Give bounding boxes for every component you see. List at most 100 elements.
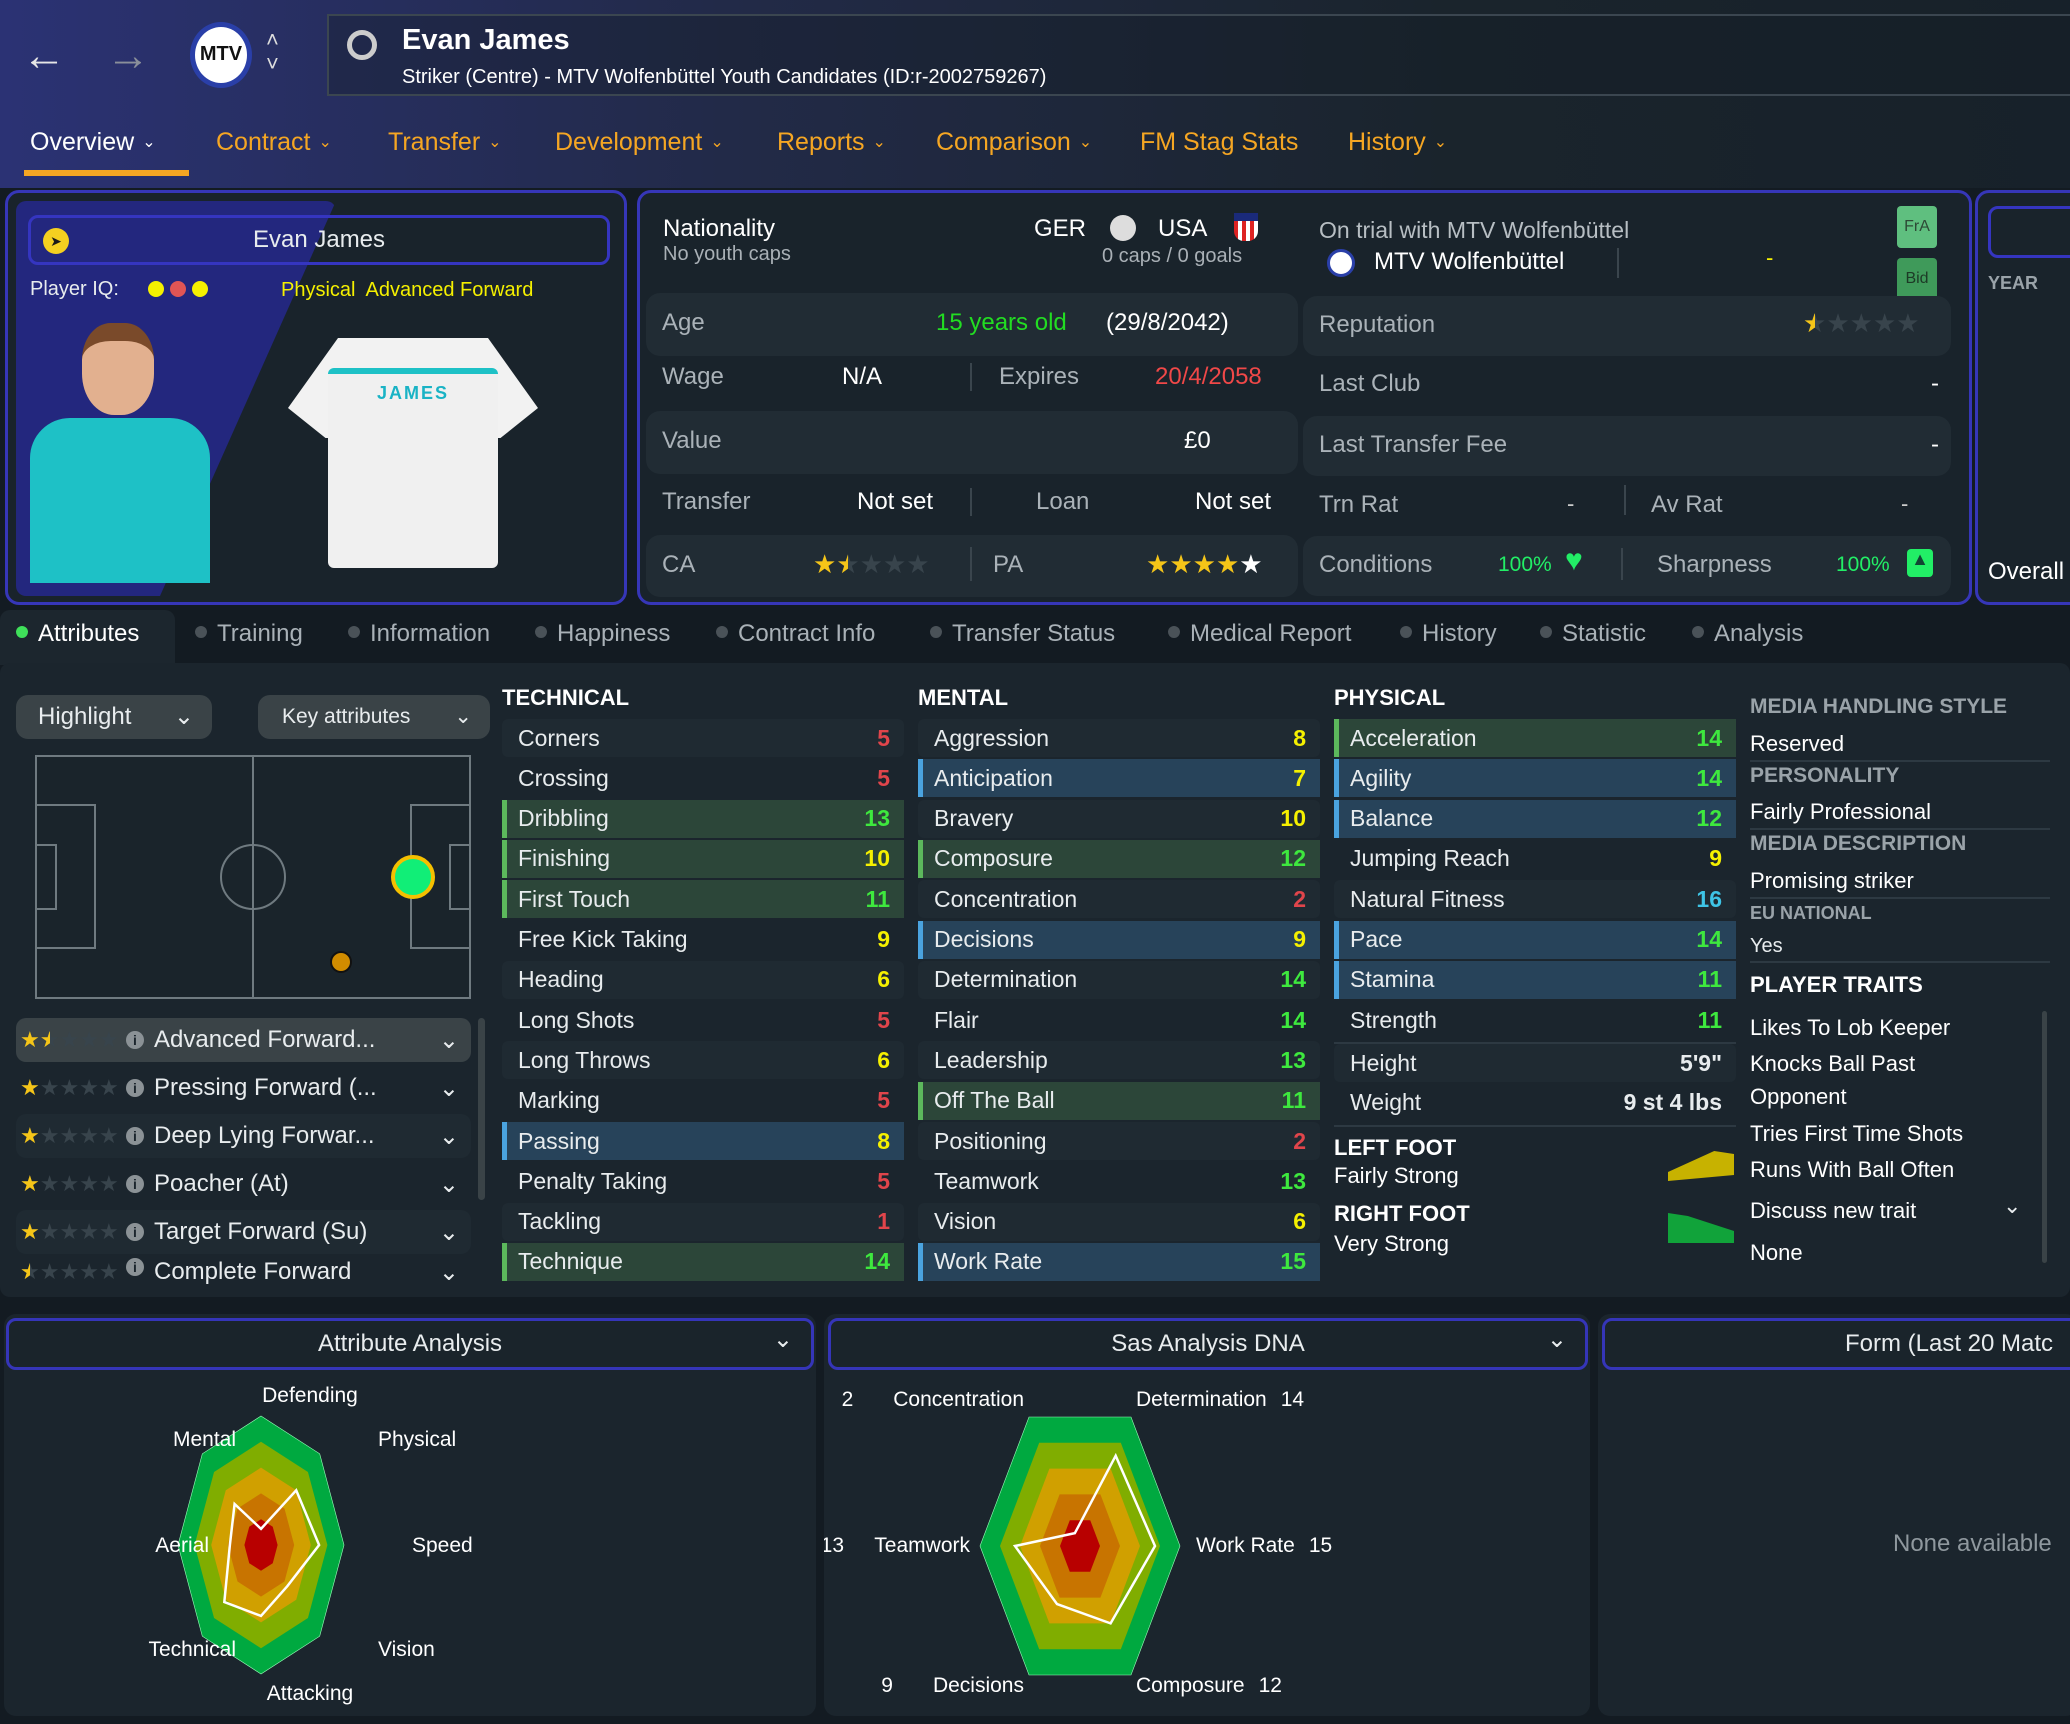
chevron-down-icon[interactable]: ⌄ — [438, 1122, 459, 1150]
subtab-medical-report[interactable]: Medical Report — [1168, 620, 1351, 648]
attribute-row-marking[interactable]: Marking 5 — [502, 1082, 904, 1120]
info-icon[interactable]: i — [126, 1031, 144, 1049]
subtab-transfer-status[interactable]: Transfer Status — [930, 620, 1115, 648]
attribute-value: 15 — [1280, 1248, 1306, 1275]
chevron-down-icon[interactable]: ⌄ — [438, 1170, 459, 1198]
role-item[interactable]: ★★★★★★★★★★ i Pressing Forward (... ⌄ — [16, 1066, 471, 1110]
attribute-row-dribbling[interactable]: Dribbling 13 — [502, 799, 904, 838]
fra-button[interactable]: FrA — [1897, 206, 1937, 248]
attribute-row-long-shots[interactable]: Long Shots 5 — [502, 1001, 904, 1039]
attribute-row-leadership[interactable]: Leadership 13 — [918, 1041, 1320, 1080]
subtab-analysis[interactable]: Analysis — [1692, 620, 1803, 648]
attribute-row-jumping-reach[interactable]: Jumping Reach 9 — [1334, 840, 1736, 878]
attribute-row-strength[interactable]: Strength 11 — [1334, 1001, 1736, 1039]
attribute-row-anticipation[interactable]: Anticipation 7 — [918, 759, 1320, 798]
attribute-row-aggression[interactable]: Aggression 8 — [918, 719, 1320, 757]
attribute-row-free-kick-taking[interactable]: Free Kick Taking 9 — [502, 921, 904, 959]
side-dropdown[interactable] — [1988, 206, 2070, 258]
traits-scrollbar[interactable] — [2042, 1011, 2047, 1263]
attribute-row-off-the-ball[interactable]: Off The Ball 11 — [918, 1081, 1320, 1120]
attribute-name: Finishing — [518, 845, 611, 872]
attribute-row-concentration[interactable]: Concentration 2 — [918, 880, 1320, 919]
discuss-trait-dropdown[interactable]: Discuss new trait — [1750, 1198, 1917, 1223]
attribute-row-positioning[interactable]: Positioning 2 — [918, 1122, 1320, 1160]
tab-fm-stag-stats[interactable]: FM Stag Stats — [1140, 128, 1298, 157]
info-icon[interactable]: i — [126, 1127, 144, 1145]
attribute-row-corners[interactable]: Corners 5 — [502, 719, 904, 757]
trial-club-name[interactable]: MTV Wolfenbüttel — [1374, 248, 1565, 275]
attribute-row-teamwork[interactable]: Teamwork 13 — [918, 1162, 1320, 1200]
attribute-row-penalty-taking[interactable]: Penalty Taking 5 — [502, 1162, 904, 1200]
attribute-row-decisions[interactable]: Decisions 9 — [918, 920, 1320, 959]
subtab-happiness[interactable]: Happiness — [535, 620, 670, 648]
subtab-contract-info[interactable]: Contract Info — [716, 620, 875, 648]
attribute-analysis-dropdown[interactable]: Attribute Analysis ⌄ — [6, 1318, 814, 1370]
player-search-bar[interactable]: Evan James Striker (Centre) - MTV Wolfen… — [327, 14, 2070, 96]
subtab-statistic[interactable]: Statistic — [1540, 620, 1646, 648]
search-icon[interactable] — [347, 30, 377, 60]
subtab-information[interactable]: Information — [348, 620, 490, 648]
roles-scrollbar[interactable] — [478, 1018, 485, 1200]
subtab-training[interactable]: Training — [195, 620, 303, 648]
key-attributes-dropdown[interactable]: Key attributes ⌄ — [258, 695, 490, 739]
role-item[interactable]: ★★★★★★★★★★ i Poacher (At) ⌄ — [16, 1162, 471, 1206]
attribute-row-heading[interactable]: Heading 6 — [502, 960, 904, 999]
bid-button[interactable]: Bid — [1897, 258, 1937, 300]
star-icon: ★★ — [1169, 549, 1193, 579]
info-icon[interactable]: i — [126, 1079, 144, 1097]
chevron-down-icon[interactable]: ⌄ — [438, 1074, 459, 1102]
attribute-row-work-rate[interactable]: Work Rate 15 — [918, 1242, 1320, 1281]
tab-contract[interactable]: Contract ⌄ — [216, 128, 332, 157]
tab-development[interactable]: Development ⌄ — [555, 128, 724, 157]
up-down-chevron-icon[interactable]: ˄ ˅ — [266, 27, 279, 76]
forward-arrow-icon[interactable]: → — [106, 31, 150, 80]
dna-analysis-dropdown[interactable]: Sas Analysis DNA ⌄ — [828, 1318, 1588, 1370]
play-icon[interactable]: ➤ — [43, 228, 69, 254]
attribute-row-finishing[interactable]: Finishing 10 — [502, 839, 904, 878]
back-arrow-icon[interactable]: ← — [22, 31, 66, 80]
subtab-history[interactable]: History — [1400, 620, 1497, 648]
attribute-row-natural-fitness[interactable]: Natural Fitness 16 — [1334, 880, 1736, 919]
role-item[interactable]: ★★★★★★★★★★ i Deep Lying Forwar... ⌄ — [16, 1114, 471, 1158]
attribute-row-stamina[interactable]: Stamina 11 — [1334, 960, 1736, 999]
attribute-row-crossing[interactable]: Crossing 5 — [502, 759, 904, 797]
chevron-down-icon[interactable]: ⌄ — [438, 1218, 459, 1246]
attribute-value: 2 — [1293, 1127, 1306, 1154]
attribute-row-determination[interactable]: Determination 14 — [918, 960, 1320, 999]
club-crest-small-icon — [1327, 249, 1355, 277]
attribute-row-long-throws[interactable]: Long Throws 6 — [502, 1041, 904, 1080]
tab-overview[interactable]: Overview ⌄ — [30, 128, 156, 157]
role-item[interactable]: ★★★★★★★★★★ i Advanced Forward... ⌄ — [16, 1018, 471, 1062]
tab-comparison[interactable]: Comparison ⌄ — [936, 128, 1092, 157]
info-icon[interactable]: i — [126, 1223, 144, 1241]
tab-reports[interactable]: Reports ⌄ — [777, 128, 886, 157]
chevron-down-icon[interactable]: ⌄ — [438, 1259, 459, 1286]
attribute-row-passing[interactable]: Passing 8 — [502, 1122, 904, 1160]
attribute-row-pace[interactable]: Pace 14 — [1334, 920, 1736, 959]
attribute-row-vision[interactable]: Vision 6 — [918, 1202, 1320, 1241]
role-item[interactable]: ★★★★★★★★★★ i Target Forward (Su) ⌄ — [16, 1210, 471, 1254]
subtab-attributes[interactable]: Attributes — [16, 620, 139, 648]
chevron-down-icon[interactable]: ⌄ — [438, 1026, 459, 1054]
attribute-row-agility[interactable]: Agility 14 — [1334, 759, 1736, 798]
attribute-row-first-touch[interactable]: First Touch 11 — [502, 880, 904, 919]
chevron-down-icon[interactable]: ⌄ — [2003, 1193, 2022, 1218]
tab-transfer[interactable]: Transfer ⌄ — [388, 128, 502, 157]
attribute-value: 5 — [877, 1167, 890, 1194]
role-item[interactable]: ★★★★★★★★★★ i Complete Forward ⌄ — [16, 1258, 471, 1288]
attribute-row-flair[interactable]: Flair 14 — [918, 1001, 1320, 1039]
highlight-dropdown[interactable]: Highlight ⌄ — [16, 695, 212, 739]
attribute-row-balance[interactable]: Balance 12 — [1334, 799, 1736, 838]
form-dropdown[interactable]: Form (Last 20 Matc — [1602, 1318, 2070, 1370]
info-icon[interactable]: i — [126, 1175, 144, 1193]
attribute-row-acceleration[interactable]: Acceleration 14 — [1334, 719, 1736, 757]
star-icon: ★★ — [79, 1259, 99, 1284]
info-icon[interactable]: i — [126, 1258, 144, 1276]
attribute-name: Anticipation — [934, 764, 1053, 791]
attribute-row-technique[interactable]: Technique 14 — [502, 1242, 904, 1281]
attribute-row-tackling[interactable]: Tackling 1 — [502, 1202, 904, 1241]
attribute-row-bravery[interactable]: Bravery 10 — [918, 799, 1320, 838]
attribute-row-composure[interactable]: Composure 12 — [918, 839, 1320, 878]
club-crest-icon[interactable]: MTV — [190, 22, 252, 88]
tab-history[interactable]: History ⌄ — [1348, 128, 1447, 157]
